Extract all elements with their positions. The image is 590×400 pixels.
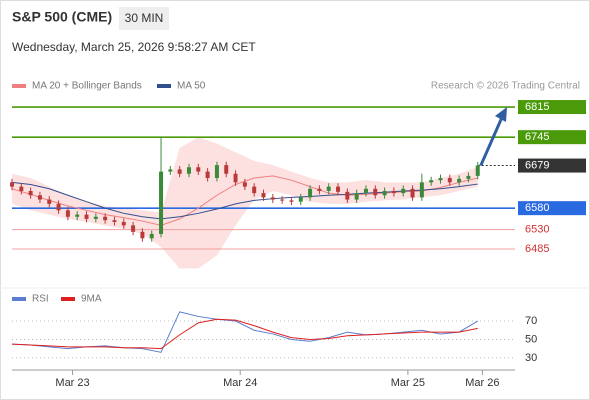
candle-body (149, 233, 154, 239)
candle-body (103, 216, 108, 221)
y-tick-label: 50 (525, 333, 537, 345)
candle-body (47, 199, 52, 204)
candle-body (93, 216, 98, 219)
legend-label: RSI (32, 294, 49, 305)
candle-body (168, 169, 173, 172)
level-box (518, 100, 586, 115)
legend-swatch (61, 297, 75, 301)
candle-body (466, 175, 471, 179)
candle-body (280, 199, 285, 201)
legend-label: 9MA (81, 294, 102, 305)
candle-body (345, 191, 350, 200)
candle-body (205, 171, 210, 179)
level-box (518, 158, 586, 173)
legend-swatch (157, 84, 171, 88)
level-label: 6580 (525, 202, 549, 214)
x-tick-label: Mar 26 (465, 377, 499, 389)
candle-body (112, 220, 117, 222)
candle-body (252, 186, 257, 194)
bollinger-band (12, 137, 478, 269)
candle-body (373, 188, 378, 196)
credit: Research © 2026 Trading Central (431, 81, 580, 92)
candle-body (382, 190, 387, 196)
candle-body (298, 197, 303, 202)
candle-body (410, 188, 415, 198)
candle-body (65, 210, 70, 217)
candle-body (363, 188, 368, 194)
indicator-line (11, 311, 478, 353)
level-box (518, 130, 586, 145)
candle-body (447, 178, 452, 183)
candle-body (391, 190, 396, 194)
candle-body (242, 182, 247, 187)
title: S&P 500 (CME) (12, 9, 112, 25)
candle-body (261, 193, 266, 198)
legend-label: MA 50 (177, 81, 206, 92)
interval: 30 MIN (125, 11, 164, 25)
x-tick-label: Mar 25 (391, 377, 425, 389)
level-label: 6815 (525, 101, 549, 113)
candle-body (401, 188, 406, 194)
legend-swatch (12, 84, 26, 88)
candle-body (10, 182, 14, 187)
candle-body (326, 186, 331, 191)
candle-body (84, 214, 89, 219)
candle-body (457, 178, 462, 183)
candle-body (37, 195, 42, 200)
candle-body (224, 165, 229, 174)
level-box (518, 201, 586, 216)
candle-body (19, 186, 24, 191)
candle-body (419, 182, 424, 198)
level-label: 6679 (525, 159, 549, 171)
legend-swatch (12, 297, 26, 301)
candle-body (186, 167, 191, 174)
candle-body (429, 180, 434, 183)
candle-body (475, 165, 480, 176)
ma-line (11, 181, 478, 220)
candle-body (196, 167, 201, 172)
candle-body (140, 231, 145, 239)
candle-body (214, 165, 219, 179)
legend-label: MA 20 + Bollinger Bands (32, 81, 142, 92)
candle-body (336, 186, 341, 192)
candle-body (317, 188, 322, 191)
y-tick-label: 70 (525, 315, 537, 327)
x-tick-label: Mar 24 (223, 377, 257, 389)
datetime: Wednesday, March 25, 2026 9:58:27 AM CET (12, 40, 256, 54)
candle-body (354, 193, 359, 200)
x-tick-label: Mar 23 (55, 377, 89, 389)
candle-body (131, 225, 136, 232)
candle-body (270, 197, 275, 200)
interval-box (119, 7, 169, 30)
candle-body (177, 169, 182, 174)
candle-body (56, 203, 61, 211)
candle-body (289, 200, 294, 202)
candle-body (75, 214, 80, 217)
candle-body (159, 171, 164, 234)
candle-body (233, 173, 238, 183)
indicator-line (11, 318, 478, 350)
arrow-head (495, 107, 507, 123)
y-tick-label: 30 (525, 352, 537, 364)
target-arrow (479, 114, 505, 167)
candle-body (438, 178, 443, 181)
candle-body (308, 188, 313, 198)
candle-body (28, 190, 33, 196)
level-label: 6530 (525, 224, 549, 236)
level-label: 6485 (525, 243, 549, 255)
level-label: 6745 (525, 131, 549, 143)
candle-body (121, 221, 126, 226)
